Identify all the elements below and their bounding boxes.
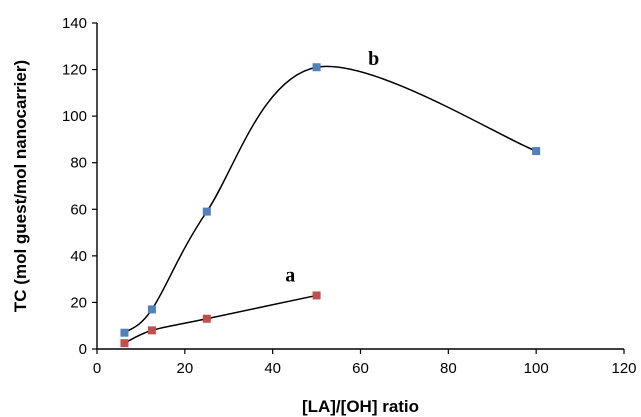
x-tick-label: 80	[440, 360, 457, 377]
x-tick-label: 60	[352, 360, 369, 377]
y-axis-title: TC (mol guest/mol nanocarrier)	[11, 60, 30, 312]
data-point-a	[120, 339, 129, 348]
y-tick-label: 140	[62, 15, 87, 32]
data-point-a	[312, 291, 321, 300]
series-label-b: b	[368, 48, 379, 70]
x-tick-label: 0	[93, 360, 101, 377]
y-tick-label: 80	[70, 155, 87, 172]
x-tick-label: 40	[264, 360, 281, 377]
series-label-a: a	[285, 264, 295, 286]
series-line-b	[123, 65, 537, 334]
data-point-b	[202, 207, 211, 216]
annotations: ba	[285, 48, 379, 287]
data-point-b	[120, 328, 129, 337]
data-point-b	[312, 63, 321, 72]
series-line-a	[124, 294, 317, 344]
data-point-a	[147, 326, 156, 335]
series-lines	[123, 65, 537, 344]
data-point-a	[202, 314, 211, 323]
series-markers	[120, 63, 541, 348]
y-tick-label: 100	[62, 108, 87, 125]
ticks: 0 20 40 60 80 100 120 140 0 20 40 60 80 100 120	[62, 15, 637, 377]
x-axis-title: [LA]/[OH] ratio	[302, 397, 419, 416]
x-tick-label: 120	[611, 360, 636, 377]
y-tick-label: 60	[70, 201, 87, 218]
y-tick-label: 20	[70, 294, 87, 311]
x-tick-label: 100	[524, 360, 549, 377]
y-tick-label: 0	[79, 341, 87, 358]
x-tick-label: 20	[176, 360, 193, 377]
y-tick-label: 120	[62, 62, 87, 79]
y-tick-label: 40	[70, 248, 87, 265]
data-point-b	[147, 305, 156, 314]
data-point-b	[532, 147, 541, 156]
